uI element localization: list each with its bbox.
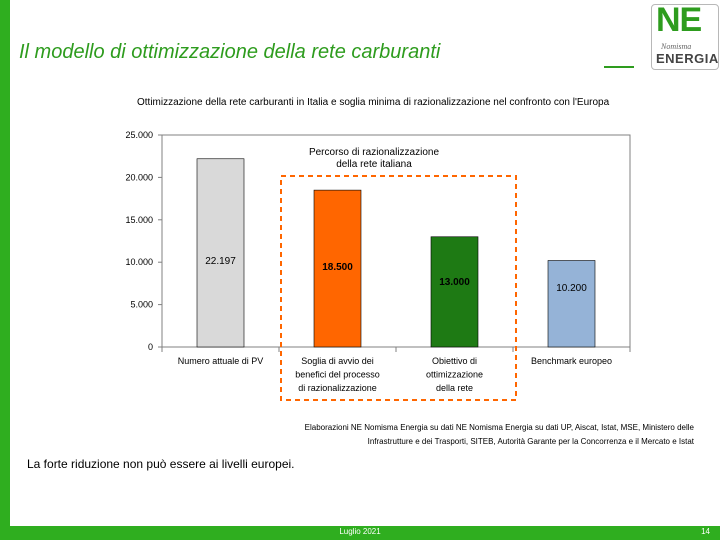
bar	[430, 236, 479, 348]
annotation-box	[280, 175, 517, 401]
bar-value-label: 13.000	[439, 277, 470, 288]
x-category-label: benefici del processo	[295, 370, 380, 380]
source-line-1: Elaborazioni NE Nomisma Energia su dati …	[304, 423, 694, 432]
x-category-label: Benchmark europeo	[531, 356, 612, 366]
x-category-label: Obiettivo di	[432, 356, 477, 366]
title-underline	[604, 66, 634, 68]
summary-note: La forte riduzione non può essere ai liv…	[27, 457, 295, 471]
logo-nomisma: Nomisma	[661, 42, 692, 51]
bar-value-label: 18.500	[322, 262, 353, 273]
y-tick-label: 5.000	[130, 300, 153, 310]
y-tick-label: 15.000	[125, 215, 153, 225]
x-category-label: ottimizzazione	[426, 370, 483, 380]
source-note: Elaborazioni NE Nomisma Energia su dati …	[250, 421, 694, 449]
footer-date: Luglio 2021	[339, 527, 381, 536]
bar-value-label: 22.197	[205, 256, 236, 267]
logo-energia: ENERGIA	[656, 51, 719, 66]
annotation-label: della rete italiana	[336, 159, 412, 170]
y-tick-label: 10.000	[125, 257, 153, 267]
x-category-label: di razionalizzazione	[298, 383, 377, 393]
logo-ne: NE	[656, 4, 702, 39]
page-number: 14	[701, 527, 710, 536]
bar-value-label: 10.200	[556, 283, 587, 294]
source-line-2: Infrastrutture e dei Trasporti, SITEB, A…	[367, 437, 694, 446]
x-category-label: Soglia di avvio dei	[301, 356, 374, 366]
bar-chart: 0 5.000 10.000 15.000 20.000 25.000 22.197 Nume…	[125, 130, 631, 401]
annotation-label: Percorso di razionalizzazione	[309, 147, 440, 158]
nomisma-energia-logo: NE Nomisma ENERGIA	[651, 4, 719, 70]
x-category-label: Numero attuale di PV	[178, 356, 264, 366]
bar	[547, 260, 596, 348]
x-category-label: della rete	[436, 383, 473, 393]
y-tick-label: 25.000	[125, 130, 153, 140]
bar	[313, 189, 362, 348]
y-tick-label: 0	[148, 342, 153, 352]
bar	[196, 158, 245, 348]
slide-title: Il modello di ottimizzazione della rete …	[19, 41, 441, 63]
y-tick-label: 20.000	[125, 172, 153, 182]
footer-bar	[0, 526, 720, 540]
chart-title: Ottimizzazione della rete carburanti in …	[137, 97, 610, 108]
left-accent-bar	[0, 0, 10, 540]
